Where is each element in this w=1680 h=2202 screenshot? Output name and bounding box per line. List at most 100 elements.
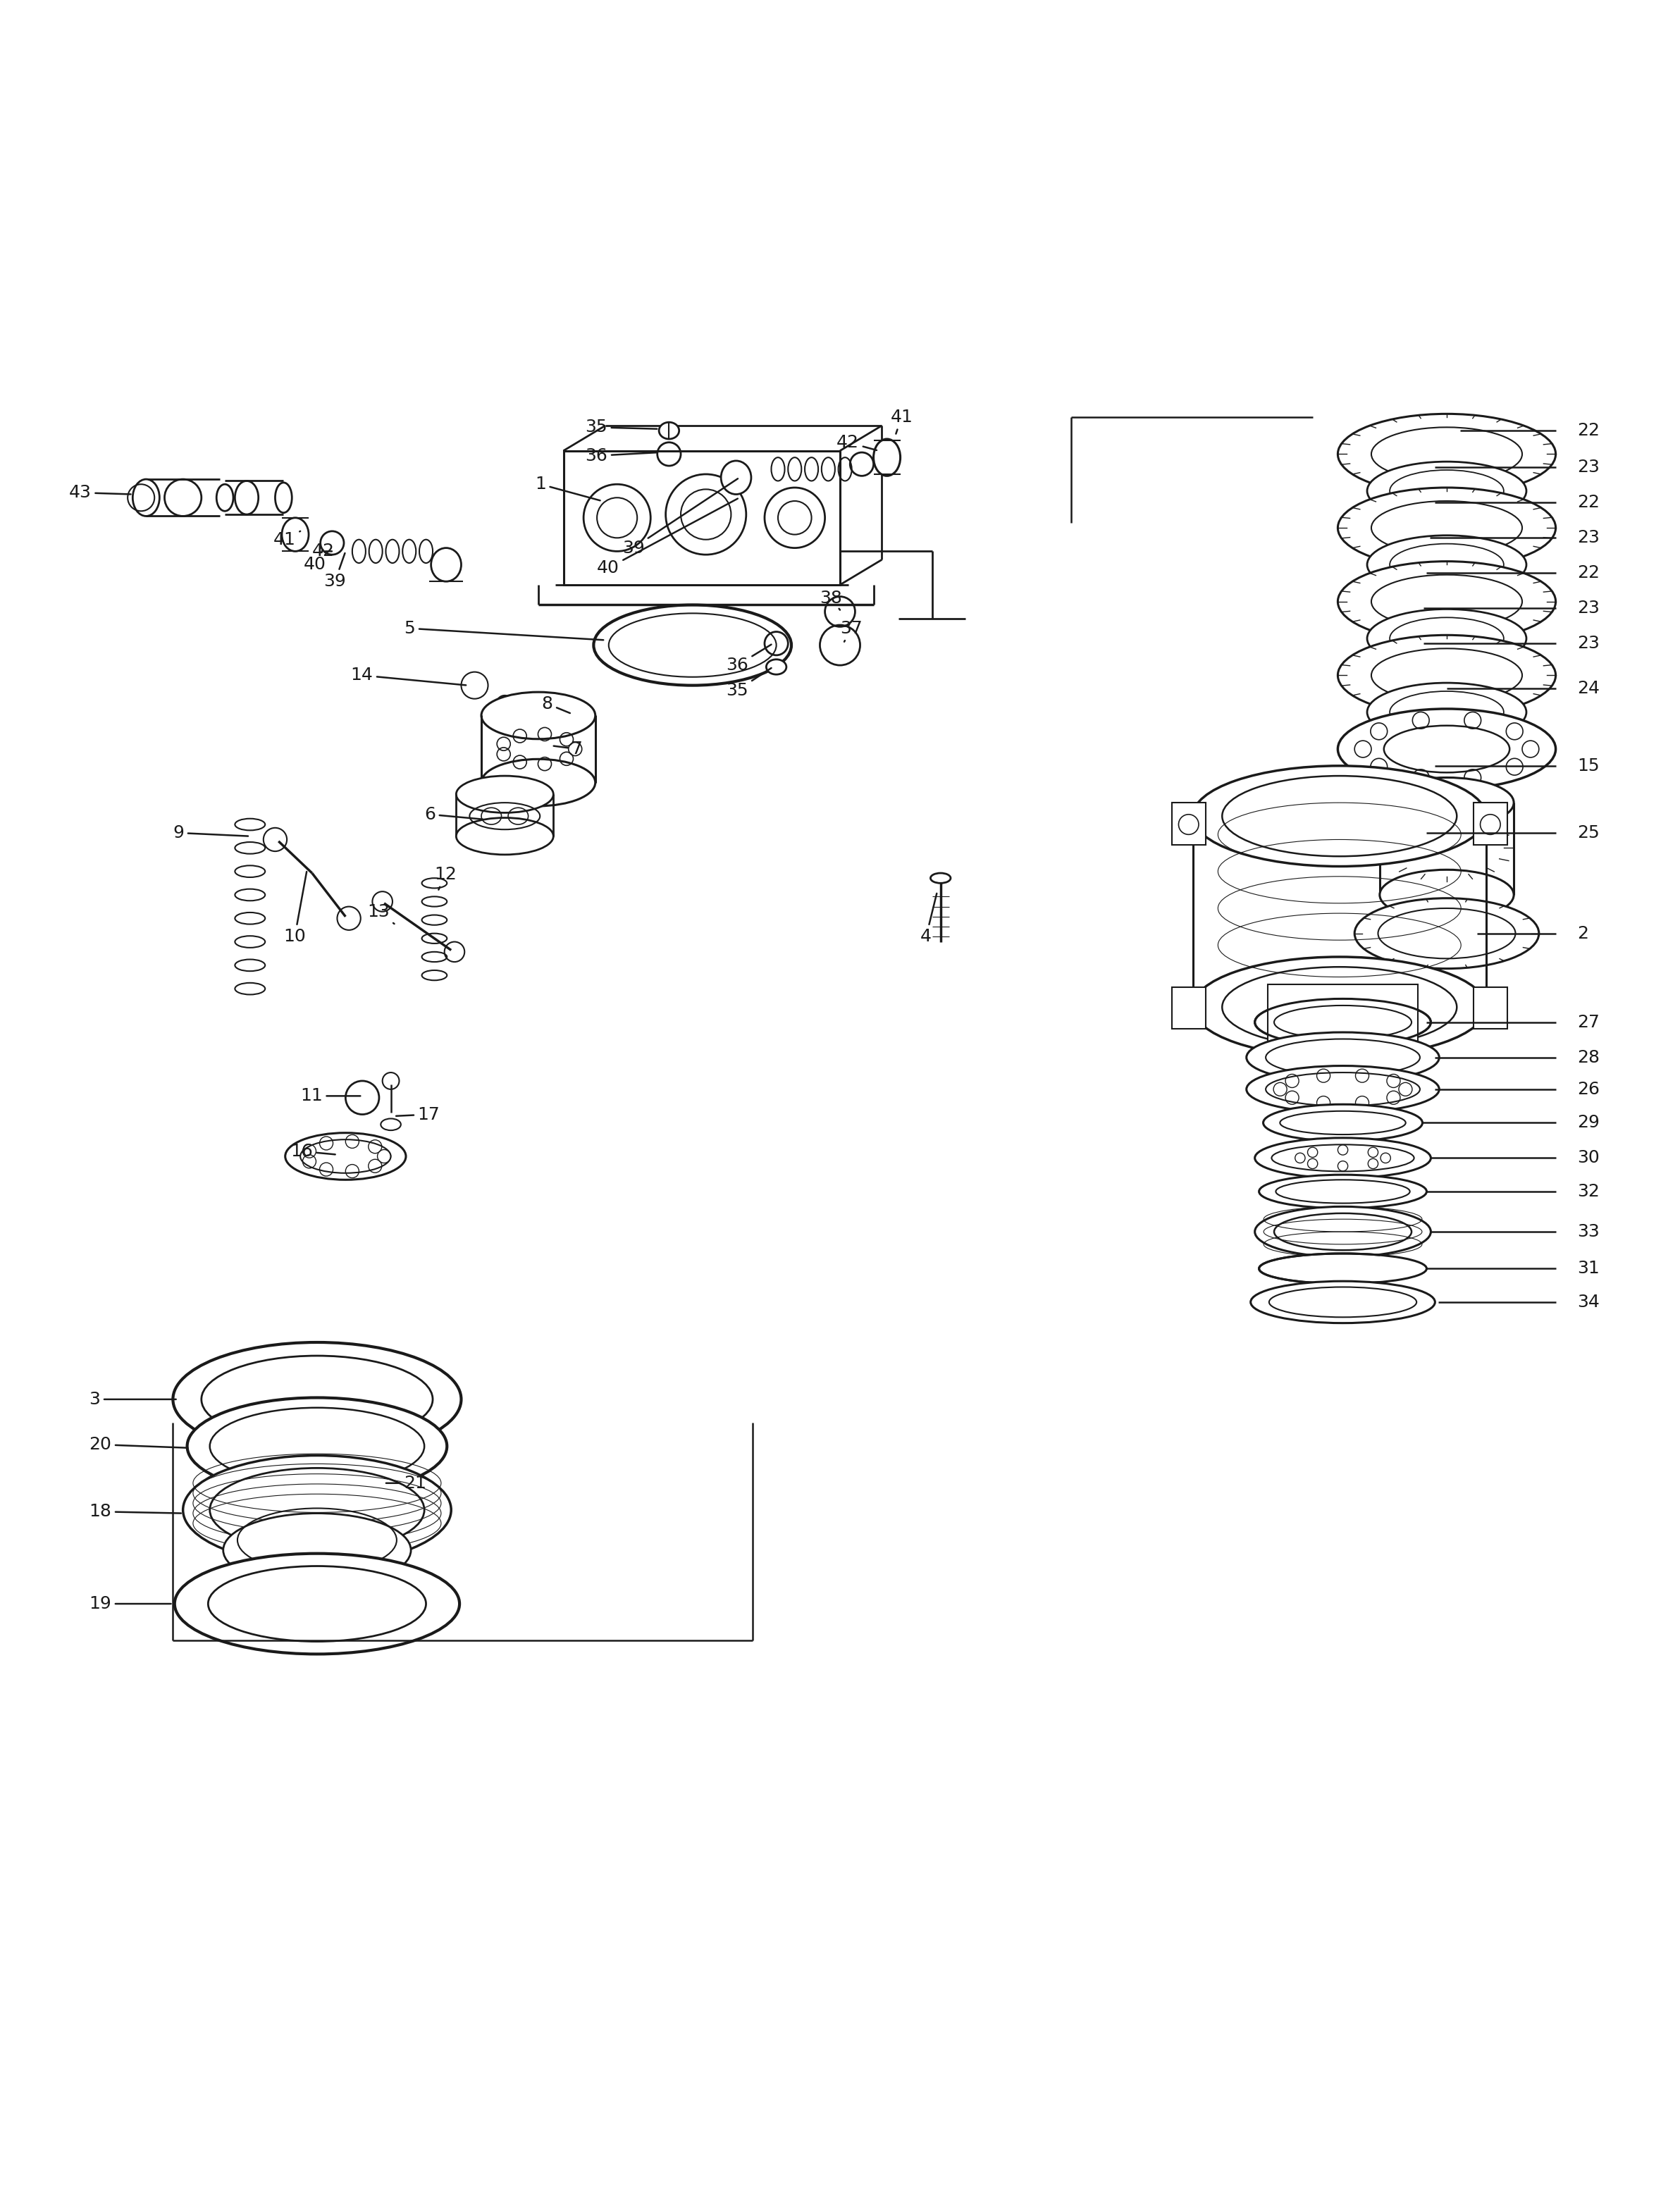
Text: 41: 41 [274,531,301,548]
Ellipse shape [173,1343,462,1456]
Text: 5: 5 [405,621,603,641]
Ellipse shape [1247,1033,1440,1083]
Text: 28: 28 [1578,1048,1599,1066]
Ellipse shape [874,438,900,476]
Ellipse shape [1354,898,1539,969]
Text: 43: 43 [69,484,131,502]
Text: 4: 4 [921,894,937,945]
Text: 33: 33 [1578,1224,1599,1240]
Text: 31: 31 [1578,1260,1599,1277]
Text: 36: 36 [726,645,771,674]
Bar [1173,804,1205,846]
Text: 13: 13 [368,903,395,925]
Text: 37: 37 [840,621,862,641]
Text: 22: 22 [1578,564,1599,581]
Ellipse shape [1368,535,1527,595]
Ellipse shape [721,460,751,493]
Text: 38: 38 [820,590,842,610]
Ellipse shape [165,480,202,515]
Text: 39: 39 [622,478,738,557]
Ellipse shape [1258,1174,1426,1209]
Ellipse shape [1337,709,1556,788]
Ellipse shape [186,1398,447,1495]
Ellipse shape [1337,634,1556,716]
Ellipse shape [1258,1253,1426,1284]
Ellipse shape [1368,683,1527,742]
Ellipse shape [659,423,679,438]
Ellipse shape [1193,766,1487,865]
Text: 20: 20 [89,1436,188,1453]
Ellipse shape [175,1552,460,1654]
Text: 27: 27 [1578,1013,1599,1031]
Text: 12: 12 [435,865,457,890]
Ellipse shape [1379,777,1514,828]
Text: 18: 18 [89,1504,181,1519]
Text: 23: 23 [1578,599,1599,617]
Ellipse shape [235,480,259,515]
Text: 40: 40 [304,550,326,573]
Text: 34: 34 [1578,1293,1599,1310]
Text: 23: 23 [1578,634,1599,652]
Ellipse shape [286,1132,407,1180]
Text: 6: 6 [425,806,482,824]
Ellipse shape [133,480,160,515]
Text: 17: 17 [396,1105,440,1123]
Text: 19: 19 [89,1594,171,1612]
Ellipse shape [276,482,292,513]
Text: 16: 16 [291,1143,336,1160]
Ellipse shape [1250,1282,1435,1323]
Bar [1473,804,1507,846]
Bar [1473,986,1507,1028]
Text: 11: 11 [301,1088,360,1105]
Text: 32: 32 [1578,1182,1599,1200]
Text: 30: 30 [1578,1149,1599,1167]
Text: 25: 25 [1578,824,1599,841]
Ellipse shape [480,691,595,740]
Ellipse shape [1255,1000,1431,1046]
Text: 21: 21 [386,1475,427,1491]
Text: 1: 1 [534,476,600,500]
Ellipse shape [1193,958,1487,1057]
Text: 29: 29 [1578,1114,1599,1132]
Text: 41: 41 [890,410,912,434]
Text: 40: 40 [596,498,738,577]
Text: 42: 42 [837,434,877,451]
Ellipse shape [1337,487,1556,568]
Text: 26: 26 [1578,1081,1599,1099]
Ellipse shape [457,775,553,813]
Text: 14: 14 [351,667,465,685]
Text: 2: 2 [1578,925,1589,942]
Bar [563,451,840,586]
Ellipse shape [432,548,462,581]
Text: 42: 42 [312,544,334,559]
Text: 10: 10 [284,872,307,945]
Text: 23: 23 [1578,458,1599,476]
Text: 23: 23 [1578,528,1599,546]
Ellipse shape [282,517,309,550]
Ellipse shape [457,817,553,854]
Text: 3: 3 [89,1392,176,1407]
Bar [1268,984,1418,1059]
Ellipse shape [1337,562,1556,641]
Ellipse shape [1337,414,1556,493]
Text: 36: 36 [585,447,657,465]
Ellipse shape [766,658,786,674]
Bar [1173,986,1205,1028]
Text: 7: 7 [554,740,583,757]
Ellipse shape [480,760,595,806]
Text: 9: 9 [173,824,249,841]
Text: 8: 8 [541,696,570,713]
Ellipse shape [1263,1105,1423,1141]
Ellipse shape [183,1456,452,1563]
Ellipse shape [223,1513,412,1588]
Text: 35: 35 [726,667,771,698]
Text: 15: 15 [1578,757,1599,775]
Ellipse shape [1368,610,1527,667]
Ellipse shape [1247,1066,1440,1112]
Text: 24: 24 [1578,680,1599,698]
Ellipse shape [1255,1207,1431,1257]
Text: 22: 22 [1578,493,1599,511]
Ellipse shape [1379,870,1514,920]
Text: 35: 35 [585,418,657,436]
Text: 39: 39 [324,553,346,590]
